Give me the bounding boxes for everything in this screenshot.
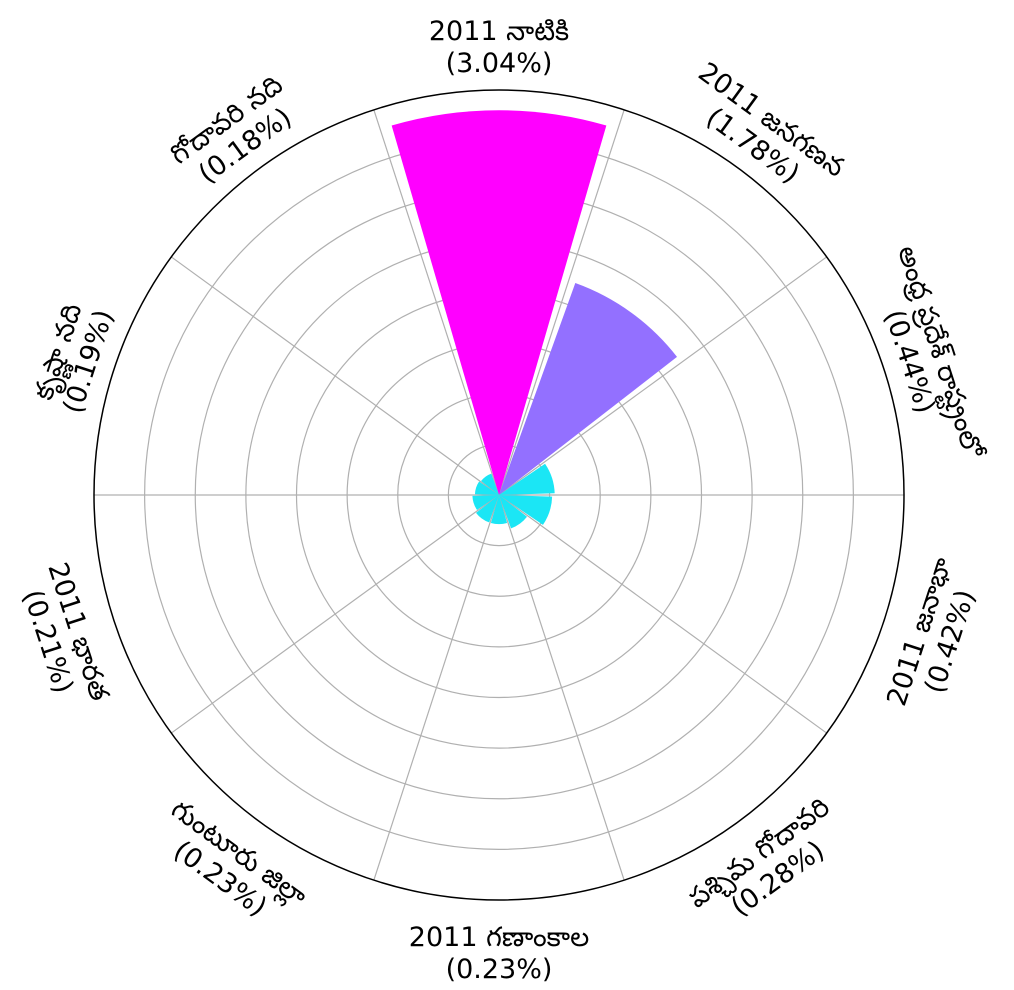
grid-spoke-1 — [498, 256, 828, 496]
category-value-label: (0.23%) — [446, 954, 553, 985]
grid-spoke-9 — [373, 109, 500, 496]
bar-6 — [476, 495, 499, 523]
grid-spoke-4 — [498, 494, 625, 881]
grid-spoke-5 — [373, 494, 500, 881]
grid-spoke-6 — [170, 494, 500, 734]
polar-frame — [93, 89, 905, 901]
category-label-3: 2011 జనాభా(0.42%) — [881, 554, 981, 710]
category-label-5: 2011 గణాంకాల(0.23%) — [409, 922, 589, 985]
category-label-6: గుంటూరు జిల్లా(0.23%) — [163, 794, 313, 923]
bar-2 — [499, 463, 555, 495]
polar-grid — [94, 109, 904, 881]
polar-bars — [391, 110, 678, 529]
bar-1 — [499, 283, 678, 495]
bar-0 — [391, 110, 607, 496]
grid-spoke-0 — [498, 109, 625, 496]
category-label-8: కృష్ణా నది(0.19%) — [28, 300, 120, 418]
bar-9 — [481, 473, 499, 495]
category-name: 2011 గణాంకాల — [409, 922, 589, 953]
category-name: 2011 నాటికి — [429, 16, 569, 47]
category-label-9: గోదావరి నది(0.18%) — [165, 69, 298, 190]
bar-4 — [499, 495, 527, 529]
grid-spoke-3 — [498, 494, 828, 734]
bar-8 — [474, 481, 499, 495]
category-label-0: 2011 నాటికి(3.04%) — [429, 16, 569, 79]
category-value-label: (3.04%) — [446, 48, 553, 79]
bar-7 — [472, 495, 499, 510]
bar-3 — [499, 495, 553, 525]
category-label-4: పశ్చిమ గోదావరి(0.28%) — [683, 792, 838, 923]
bar-5 — [490, 495, 508, 525]
category-label-7: 2011 భారత(0.21%) — [16, 559, 115, 705]
grid-spoke-8 — [170, 256, 500, 496]
